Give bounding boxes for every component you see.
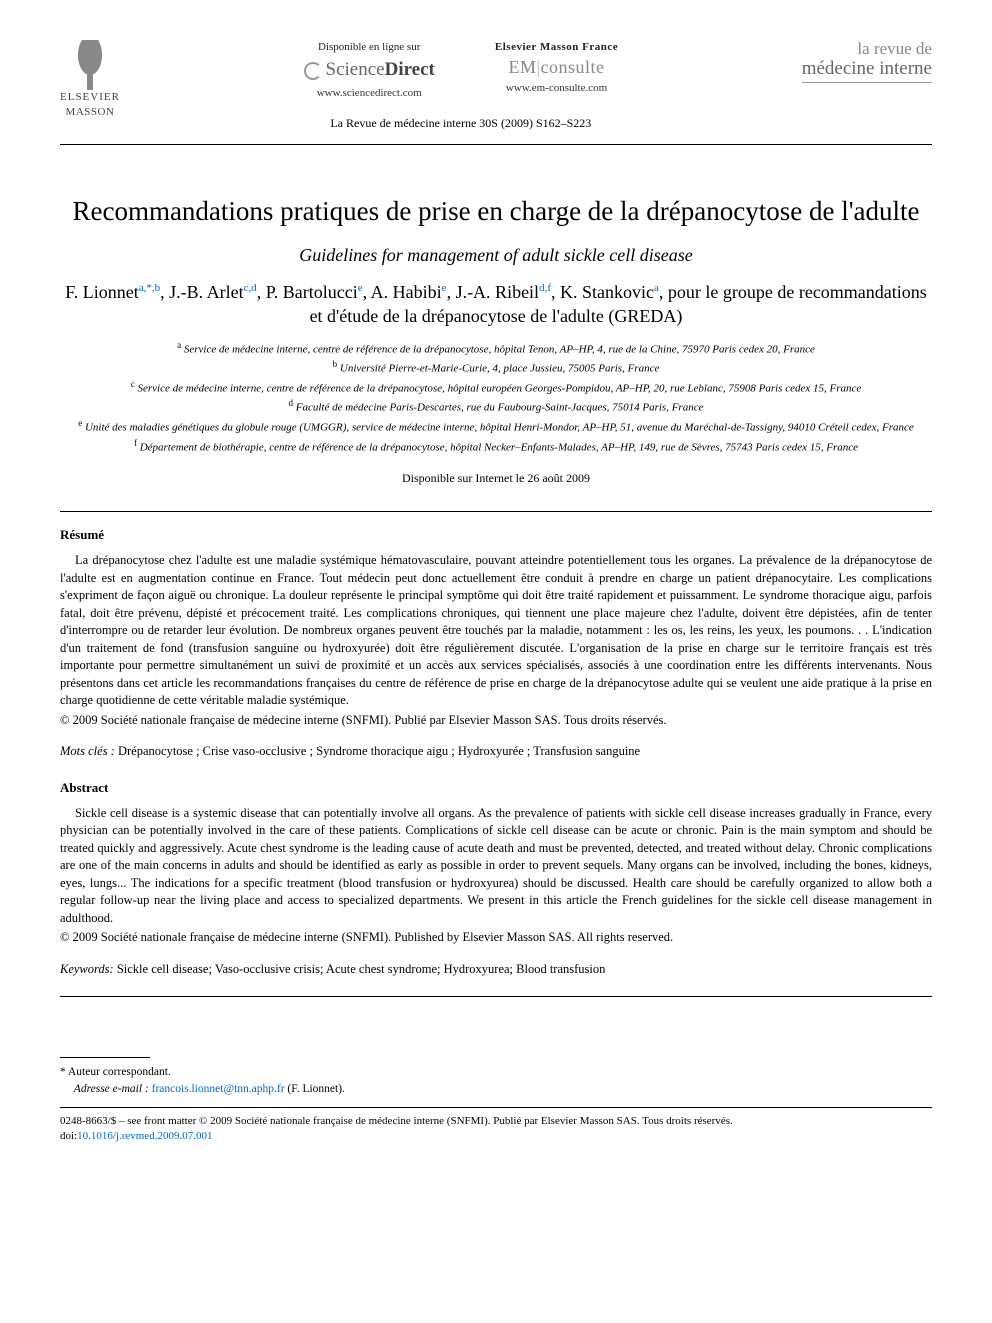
resume-section: Résumé La drépanocytose chez l'adulte es…	[60, 526, 932, 761]
abstract-keywords-label: Keywords:	[60, 962, 114, 976]
affiliation-b: b Université Pierre-et-Marie-Curie, 4, p…	[60, 358, 932, 378]
sciencedirect-block: Disponible en ligne sur ScienceDirect ww…	[304, 40, 435, 101]
publisher-name-1: ELSEVIER	[60, 90, 120, 105]
sd-brand1: Science	[326, 59, 385, 80]
corresponding-label: * Auteur correspondant.	[60, 1064, 932, 1080]
journal-line1: la revue de	[802, 40, 932, 59]
corresponding-author-footnote: * Auteur correspondant. Adresse e-mail :…	[60, 1064, 932, 1096]
email-suffix: (F. Lionnet).	[287, 1083, 345, 1095]
resume-body: La drépanocytose chez l'adulte est une m…	[60, 552, 932, 710]
divider	[60, 1107, 932, 1108]
abstract-body: Sickle cell disease is a systemic diseas…	[60, 805, 932, 928]
emconsulte-block: Elsevier Masson France EM|consulte www.e…	[495, 40, 618, 96]
em-url[interactable]: www.em-consulte.com	[495, 81, 618, 96]
resume-keywords: Mots clés : Drépanocytose ; Crise vaso-o…	[60, 743, 932, 761]
publisher-name-2: MASSON	[66, 105, 115, 120]
abstract-copyright: © 2009 Société nationale française de mé…	[60, 929, 932, 947]
resume-copyright: © 2009 Société nationale française de mé…	[60, 712, 932, 730]
sd-swirl-icon	[304, 62, 322, 80]
elsevier-tree-icon	[69, 40, 111, 90]
doi-label: doi:	[60, 1130, 77, 1142]
divider	[60, 996, 932, 997]
article-subtitle: Guidelines for management of adult sickl…	[60, 243, 932, 268]
affiliation-c: c Service de médecine interne, centre de…	[60, 378, 932, 398]
emconsulte-logo: EM|consulte	[495, 55, 618, 80]
sd-brand2: Direct	[385, 59, 435, 80]
sd-url[interactable]: www.sciencedirect.com	[304, 86, 435, 101]
abstract-keywords: Keywords: Sickle cell disease; Vaso-occl…	[60, 961, 932, 979]
header-center: Disponible en ligne sur ScienceDirect ww…	[304, 40, 619, 136]
resume-heading: Résumé	[60, 526, 932, 544]
em-brand2: consulte	[541, 57, 605, 77]
journal-line2: médecine interne	[802, 59, 932, 83]
abstract-section: Abstract Sickle cell disease is a system…	[60, 779, 932, 979]
article-title: Recommandations pratiques de prise en ch…	[60, 195, 932, 229]
resume-keywords-text: Drépanocytose ; Crise vaso-occlusive ; S…	[118, 744, 640, 758]
affiliation-e: e Unité des maladies génétiques du globu…	[60, 417, 932, 437]
citation-line: La Revue de médecine interne 30S (2009) …	[330, 107, 591, 136]
journal-logo: la revue de médecine interne	[802, 40, 932, 83]
corresponding-email[interactable]: francois.lionnet@tnn.aphp.fr	[152, 1083, 285, 1095]
authors-line: F. Lionneta,*,b, J.-B. Arletc,d, P. Bart…	[60, 280, 932, 329]
footnote-divider	[60, 1057, 150, 1058]
divider	[60, 511, 932, 512]
availability-date: Disponible sur Internet le 26 août 2009	[60, 470, 932, 487]
em-brand1: EM	[508, 57, 536, 77]
affiliation-a: a Service de médecine interne, centre de…	[60, 339, 932, 359]
doi-link[interactable]: 10.1016/j.revmed.2009.07.001	[77, 1130, 212, 1142]
affiliation-f: f Département de biothérapie, centre de …	[60, 437, 932, 457]
publisher-logo: ELSEVIER MASSON	[60, 40, 120, 121]
abstract-keywords-text: Sickle cell disease; Vaso-occlusive cris…	[117, 962, 606, 976]
email-label: Adresse e-mail :	[74, 1083, 149, 1095]
resume-keywords-label: Mots clés :	[60, 744, 115, 758]
page-header: ELSEVIER MASSON Disponible en ligne sur …	[60, 40, 932, 145]
sd-available-label: Disponible en ligne sur	[304, 40, 435, 55]
em-brand-top: Elsevier Masson France	[495, 40, 618, 55]
affiliations: a Service de médecine interne, centre de…	[60, 339, 932, 457]
issn-line: 0248-8663/$ – see front matter © 2009 So…	[60, 1114, 932, 1129]
affiliation-d: d Faculté de médecine Paris-Descartes, r…	[60, 397, 932, 417]
footer-meta: 0248-8663/$ – see front matter © 2009 So…	[60, 1114, 932, 1145]
abstract-heading: Abstract	[60, 779, 932, 797]
sciencedirect-logo: ScienceDirect	[304, 57, 435, 84]
